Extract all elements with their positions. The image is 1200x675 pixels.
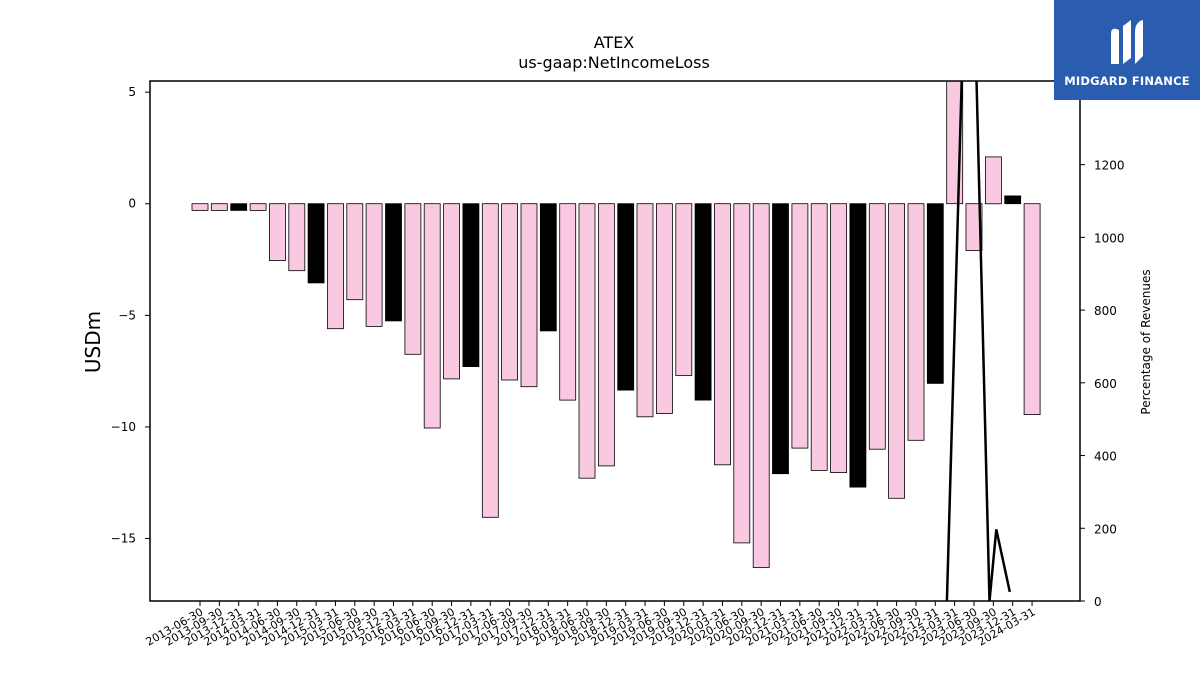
bar-2017-03-31 — [481, 203, 499, 518]
bar-2016-09-30 — [443, 203, 461, 380]
bar-2014-03-31 — [249, 203, 267, 211]
bar-2022-06-30 — [888, 203, 905, 499]
y2-tick-label: 600 — [1094, 377, 1117, 391]
bar-2018-06-30 — [578, 203, 596, 479]
bar-2022-09-30 — [907, 203, 925, 441]
bar-2014-09-30 — [288, 203, 306, 272]
y-tick-label: 0 — [128, 197, 136, 211]
bar-2019-06-30 — [656, 203, 673, 414]
bar-2013-06-30 — [191, 203, 209, 211]
bar-2013-12-31 — [230, 203, 248, 211]
chart-subtitle: us-gaap:NetIncomeLoss — [518, 53, 710, 72]
logo-mark-icon — [1111, 20, 1143, 65]
bar-2018-09-30 — [598, 203, 615, 467]
bar-2021-03-31 — [791, 203, 809, 449]
percentage-line — [945, 81, 1012, 601]
y-tick-label: −15 — [111, 532, 136, 546]
midgard-finance-logo: MIDGARD FINANCE — [1054, 0, 1200, 100]
bar-2019-12-31 — [694, 203, 712, 401]
bar-2021-09-30 — [830, 203, 847, 473]
bar-2017-06-30 — [501, 203, 519, 381]
bar-2024-03-31 — [1023, 203, 1041, 415]
y2-tick-label: 800 — [1094, 304, 1117, 318]
bar-2017-12-31 — [539, 203, 557, 332]
bar-2014-12-31 — [307, 203, 325, 284]
bar-2020-09-30 — [752, 203, 770, 568]
bar-2018-03-31 — [559, 203, 577, 401]
y-tick-label: −10 — [111, 420, 136, 434]
chart-title: ATEX — [594, 33, 635, 52]
bar-2020-03-31 — [714, 203, 731, 466]
bar-2016-03-31 — [404, 203, 422, 355]
bar-2020-06-30 — [733, 203, 751, 544]
y2-tick-label: 400 — [1094, 450, 1117, 464]
y2-tick-label: 1000 — [1094, 231, 1125, 245]
logo-text: MIDGARD FINANCE — [1064, 74, 1190, 88]
bar-2019-03-31 — [636, 203, 654, 418]
bar-2021-06-30 — [810, 203, 828, 471]
bar-2019-09-30 — [675, 203, 693, 376]
y-tick-label: 5 — [128, 85, 136, 99]
bar-2015-12-31 — [385, 203, 402, 322]
y-tick-label: −5 — [118, 308, 136, 322]
bar-2023-06-30 — [965, 203, 983, 251]
bars-group — [191, 81, 1041, 568]
bar-2022-12-31 — [926, 203, 944, 384]
bar-2015-06-30 — [346, 203, 364, 301]
plot-frame — [149, 80, 1081, 602]
bar-2016-06-30 — [423, 203, 441, 429]
bar-2023-12-31 — [1004, 195, 1022, 205]
bar-2017-09-30 — [520, 203, 538, 388]
bar-2015-03-31 — [327, 203, 344, 330]
bar-2020-12-31 — [772, 203, 789, 475]
bar-2013-09-30 — [210, 203, 228, 211]
bar-2023-09-30 — [985, 156, 1002, 205]
axes-group: 50−5−10−150200400600800100012002013-06-3… — [111, 80, 1125, 649]
line-group — [945, 81, 1012, 601]
bar-2015-09-30 — [365, 203, 383, 327]
bar-2022-03-31 — [868, 203, 886, 450]
bar-2014-06-30 — [268, 203, 286, 261]
y2-tick-label: 200 — [1094, 522, 1117, 536]
bar-2016-12-31 — [462, 203, 480, 367]
y-axis-label: USDm — [81, 311, 105, 373]
bar-2021-12-31 — [849, 203, 867, 488]
bar-2018-12-31 — [617, 203, 635, 391]
y2-tick-label: 1200 — [1094, 159, 1125, 173]
y2-tick-label: 0 — [1094, 595, 1102, 609]
y2-axis-label: Percentage of Revenues — [1139, 269, 1153, 414]
